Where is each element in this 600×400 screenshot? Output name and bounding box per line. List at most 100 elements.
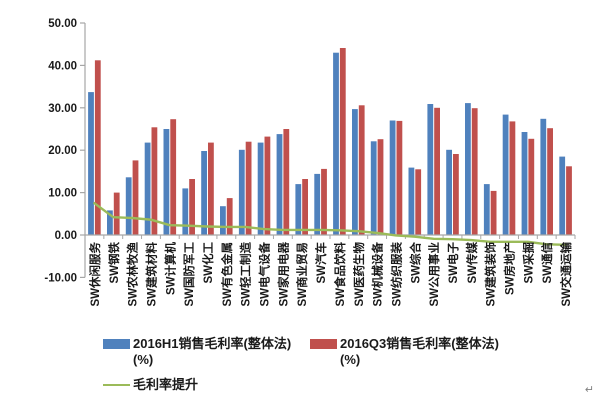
bar-2016h1-26 bbox=[559, 156, 566, 235]
bar-2016h1-5 bbox=[163, 129, 170, 235]
chart-plot-area: 50.00 40.00 30.00 20.00 10.00 0.00 -10.00 SW休闲服… bbox=[44, 18, 576, 307]
x-category-label-2: SW钢铁 bbox=[107, 242, 121, 284]
bar-2016h1-3 bbox=[125, 177, 132, 235]
x-category-label-4: SW建筑材料 bbox=[145, 242, 159, 307]
bar-2016h1-13 bbox=[314, 173, 321, 235]
bar-2016h1-4 bbox=[144, 142, 151, 235]
x-category-label-11: SW家用电器 bbox=[276, 242, 290, 307]
bar-2016q3-25 bbox=[547, 128, 553, 235]
x-category-label-9: SW轻工制造 bbox=[239, 242, 253, 307]
x-category-label-19: SW公用事业 bbox=[427, 242, 441, 307]
x-category-label-15: SW医药生物 bbox=[352, 242, 366, 307]
legend-bar-row: 2016H1销售毛利率(整体法) (%) 2016Q3销售毛利率(整体法) (%… bbox=[103, 336, 573, 368]
bar-2016q3-23 bbox=[509, 121, 516, 235]
y-tick-label: 10.00 bbox=[48, 188, 77, 200]
bar-2016q3-14 bbox=[339, 48, 346, 235]
bar-2016q3-26 bbox=[566, 166, 572, 235]
x-category-label-24: SW采掘 bbox=[521, 242, 535, 284]
bar-2016h1-7 bbox=[201, 151, 207, 235]
bar-2016q3-10 bbox=[264, 136, 271, 235]
x-category-label-13: SW汽车 bbox=[314, 242, 328, 284]
bar-2016h1-24 bbox=[521, 132, 528, 235]
bar-2016q3-8 bbox=[226, 198, 233, 235]
bar-2016h1-8 bbox=[220, 206, 226, 235]
bar-2016q3-17 bbox=[396, 120, 403, 235]
bar-2016h1-17 bbox=[389, 120, 396, 235]
bar-2016h1-9 bbox=[238, 149, 245, 235]
chart-legend: 2016H1销售毛利率(整体法) (%) 2016Q3销售毛利率(整体法) (%… bbox=[103, 336, 573, 393]
bar-2016h1-21 bbox=[465, 103, 471, 235]
legend-swatch-2016q3 bbox=[310, 339, 337, 349]
legend-swatch-margin-improve bbox=[103, 384, 130, 386]
bar-2016q3-20 bbox=[453, 154, 459, 235]
bar-2016h1-18 bbox=[408, 167, 415, 235]
bar-2016h1-10 bbox=[257, 142, 264, 235]
bar-2016q3-24 bbox=[528, 138, 535, 235]
x-category-label-18: SW综合 bbox=[408, 242, 422, 284]
x-category-label-6: SW国防军工 bbox=[182, 242, 196, 307]
bar-2016q3-9 bbox=[245, 141, 252, 235]
bar-2016h1-6 bbox=[182, 188, 189, 235]
x-category-label-26: SW交通运输 bbox=[559, 242, 573, 307]
x-category-label-25: SW通信 bbox=[540, 242, 554, 284]
bar-2016h1-25 bbox=[540, 118, 547, 235]
y-tick-label: 30.00 bbox=[48, 103, 77, 115]
bar-2016h1-2 bbox=[107, 210, 113, 235]
bar-2016q3-2 bbox=[113, 192, 120, 235]
bar-2016h1-22 bbox=[483, 184, 490, 235]
bar-2016h1-20 bbox=[446, 149, 452, 235]
x-category-label-23: SW房地产 bbox=[503, 242, 517, 295]
bar-2016q3-15 bbox=[358, 105, 365, 235]
bar-2016q3-5 bbox=[170, 119, 177, 235]
y-tick-label: 50.00 bbox=[48, 18, 77, 30]
y-tick-label: 0.00 bbox=[55, 230, 77, 242]
x-category-label-3: SW农林牧渔 bbox=[126, 242, 140, 307]
bar-2016q3-22 bbox=[490, 190, 497, 235]
x-category-label-14: SW食品饮料 bbox=[333, 242, 347, 307]
y-tick-label: 40.00 bbox=[48, 60, 77, 72]
legend-label-2016q3: 2016Q3销售毛利率(整体法) bbox=[340, 336, 499, 351]
bar-2016q3-21 bbox=[471, 108, 478, 235]
margin-improve-line bbox=[93, 201, 567, 247]
bar-2016q3-1 bbox=[94, 60, 101, 235]
x-category-label-7: SW化工 bbox=[201, 242, 215, 284]
bar-2016q3-4 bbox=[151, 127, 158, 235]
bar-2016h1-23 bbox=[502, 114, 509, 235]
bar-2016q3-13 bbox=[321, 168, 327, 235]
x-category-label-10: SW电气设备 bbox=[258, 242, 272, 307]
paragraph-return-mark: ↵ bbox=[584, 384, 594, 396]
legend-label-2016h1: 2016H1销售毛利率(整体法) bbox=[133, 336, 292, 351]
legend-item-margin-improve: 毛利率提升 bbox=[103, 377, 198, 393]
legend-swatch-2016h1 bbox=[103, 339, 130, 349]
legend-item-2016q3: 2016Q3销售毛利率(整体法) (%) bbox=[310, 336, 499, 368]
bar-2016h1-15 bbox=[352, 109, 358, 235]
x-category-label-16: SW机械设备 bbox=[371, 242, 385, 307]
bar-2016h1-12 bbox=[295, 184, 302, 235]
legend-label-margin-improve: 毛利率提升 bbox=[133, 377, 199, 392]
x-category-label-20: SW电子 bbox=[446, 242, 460, 284]
bar-2016q3-11 bbox=[283, 129, 290, 235]
bar-2016q3-19 bbox=[434, 107, 440, 235]
bar-2016q3-6 bbox=[189, 179, 195, 235]
x-category-label-8: SW有色金属 bbox=[220, 242, 234, 307]
bar-2016q3-3 bbox=[132, 160, 139, 235]
y-tick-label: -10.00 bbox=[44, 272, 77, 284]
bar-2016h1-16 bbox=[370, 141, 377, 235]
bar-2016h1-11 bbox=[276, 134, 283, 235]
y-tick-label: 20.00 bbox=[48, 145, 77, 157]
x-category-label-22: SW建筑装饰 bbox=[484, 242, 498, 307]
x-category-label-1: SW休闲服务 bbox=[88, 242, 102, 307]
bar-2016q3-7 bbox=[208, 142, 214, 235]
bar-2016h1-1 bbox=[88, 92, 94, 235]
bar-2016q3-18 bbox=[415, 169, 422, 235]
x-category-label-21: SW传媒 bbox=[465, 242, 479, 284]
legend-item-2016h1: 2016H1销售毛利率(整体法) (%) bbox=[103, 336, 310, 368]
legend-line-row: 毛利率提升 bbox=[103, 377, 573, 393]
bar-2016q3-16 bbox=[377, 139, 384, 235]
x-category-label-5: SW计算机 bbox=[163, 242, 177, 296]
legend-unit-2016h1: (%) bbox=[133, 352, 154, 367]
bar-2016h1-19 bbox=[427, 104, 434, 235]
bar-2016q3-12 bbox=[302, 179, 308, 235]
bar-2016h1-14 bbox=[333, 52, 339, 236]
